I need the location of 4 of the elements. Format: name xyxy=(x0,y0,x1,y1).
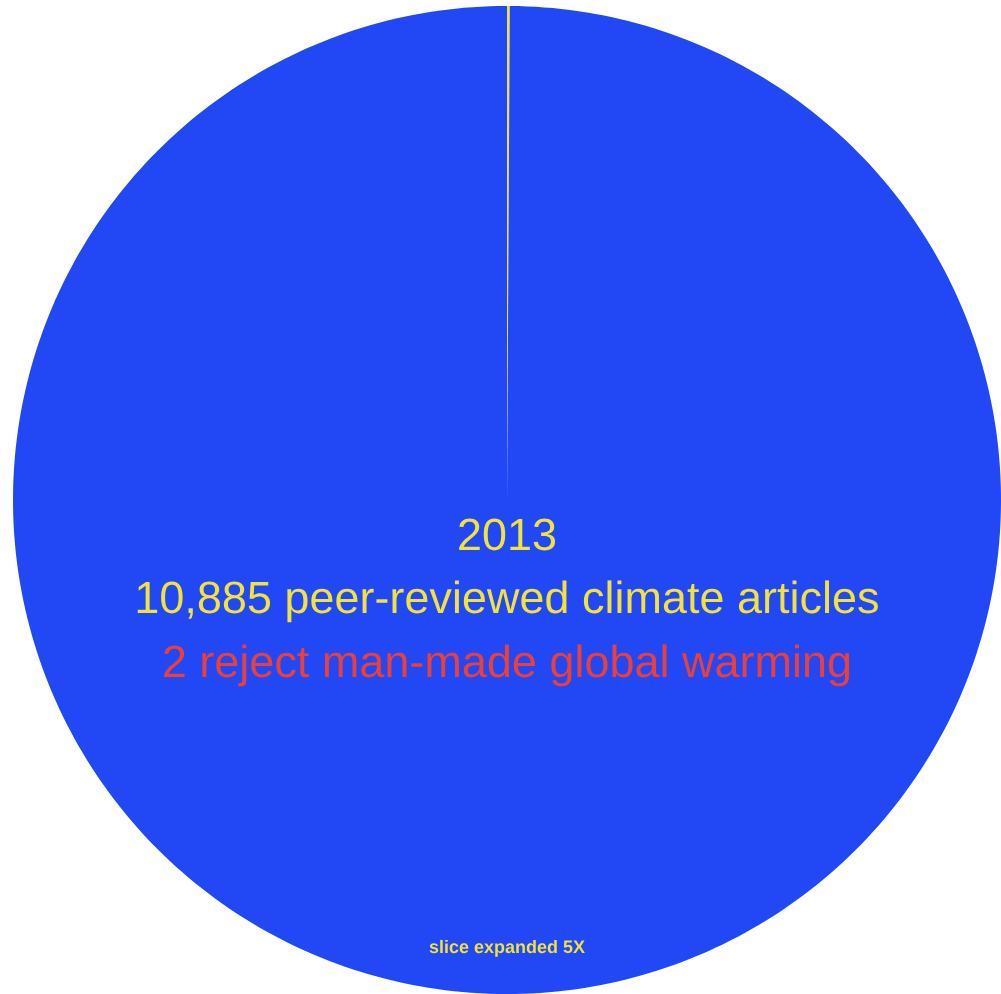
text: 2013 xyxy=(459,518,556,551)
text: slice expanded 5X xyxy=(429,939,585,957)
text: 2 reject man-made global warming xyxy=(164,644,850,687)
text: 10,885 peer-reviewed climate articles xyxy=(137,580,878,623)
